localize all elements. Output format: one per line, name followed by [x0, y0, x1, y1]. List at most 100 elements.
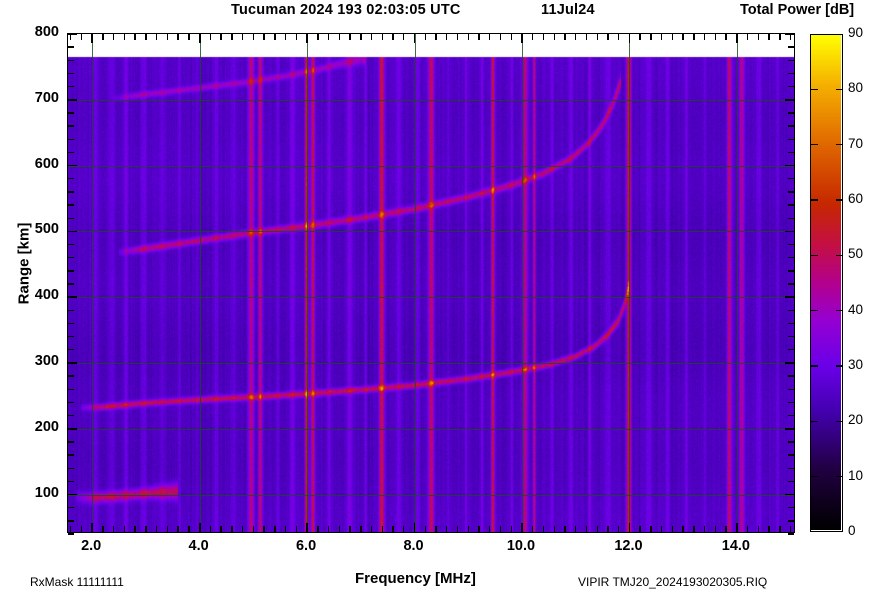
gridline-h-500 [68, 231, 794, 233]
y-tick [68, 217, 74, 219]
x-tick [209, 526, 212, 532]
x-tick [317, 34, 319, 40]
x-tick [424, 34, 426, 40]
x-tick-label-12.0: 12.0 [614, 538, 643, 554]
x-tick [413, 34, 416, 43]
colorbar-tick-label-10: 10 [848, 467, 864, 483]
x-tick-label-10.0: 10.0 [506, 538, 536, 554]
x-tick [596, 526, 598, 532]
x-tick [542, 34, 545, 40]
x-tick [553, 526, 555, 532]
x-tick [757, 526, 760, 532]
y-tick [68, 138, 74, 140]
rxmask-label: RxMask 11111111 [30, 575, 124, 589]
x-tick [69, 34, 72, 40]
y-tick [68, 243, 74, 246]
x-tick [542, 526, 545, 532]
x-tick [693, 34, 695, 40]
x-tick [435, 34, 437, 40]
x-tick [703, 34, 706, 40]
x-tick [564, 526, 566, 532]
x-tick [639, 526, 641, 532]
x-tick [166, 526, 169, 532]
y-tick [68, 362, 77, 364]
colorbar-tick [811, 475, 818, 478]
y-tick [788, 217, 794, 219]
x-tick [596, 34, 598, 40]
y-tick [788, 283, 794, 285]
x-tick [446, 34, 448, 40]
x-tick [628, 34, 631, 43]
ionogram-plot [67, 33, 795, 535]
x-tick [274, 526, 276, 532]
x-tick [489, 34, 491, 40]
x-tick [671, 526, 674, 532]
x-tick [392, 526, 394, 532]
x-tick [768, 34, 770, 40]
x-tick [241, 526, 244, 532]
y-tick [788, 414, 794, 417]
x-tick [585, 526, 588, 532]
x-tick [650, 526, 652, 532]
x-tick [241, 34, 244, 40]
y-tick [68, 151, 74, 154]
y-tick [68, 178, 74, 180]
x-tick [725, 34, 727, 40]
y-tick [788, 467, 794, 469]
y-tick [788, 335, 794, 338]
x-tick [435, 526, 437, 532]
x-tick [607, 526, 609, 532]
x-tick [403, 34, 405, 40]
x-tick [188, 34, 190, 40]
x-tick [370, 34, 373, 40]
y-tick [68, 72, 74, 75]
gridline-h-700 [68, 99, 794, 101]
y-tick [788, 375, 794, 377]
y-tick [788, 480, 794, 483]
y-tick [68, 335, 74, 338]
y-tick [788, 204, 794, 206]
x-tick [263, 526, 265, 532]
x-tick [317, 526, 319, 532]
y-tick [68, 467, 74, 469]
gridline-v-8.0 [414, 34, 416, 532]
x-tick [231, 526, 233, 532]
y-tick [788, 454, 794, 456]
x-tick [231, 34, 233, 40]
x-tick [360, 34, 362, 40]
colorbar-tick [811, 88, 818, 91]
y-tick [68, 164, 77, 167]
gridline-h-400 [68, 297, 794, 299]
x-tick [489, 526, 491, 532]
y-tick [68, 33, 77, 35]
x-tick [381, 526, 383, 532]
y-tick-label-400: 400 [34, 287, 59, 304]
gridline-v-2.0 [92, 34, 94, 532]
ionogram-image [68, 34, 794, 532]
gridline-h-100 [68, 494, 794, 496]
x-tick [639, 34, 641, 40]
x-tick [102, 526, 104, 532]
x-tick [618, 526, 620, 532]
x-tick [91, 523, 94, 532]
y-tick [788, 85, 794, 88]
x-tick [112, 526, 115, 532]
x-tick [252, 34, 255, 40]
x-tick [338, 526, 340, 532]
y-tick [788, 506, 794, 509]
x-tick [789, 34, 792, 40]
y-tick [785, 99, 794, 101]
colorbar-title: Total Power [dB] [740, 2, 855, 18]
x-tick [252, 526, 255, 532]
y-tick [68, 401, 74, 404]
colorbar-gradient [811, 35, 841, 530]
observation-date: 11Jul24 [541, 2, 595, 18]
y-tick [788, 138, 794, 140]
y-tick [68, 125, 74, 127]
y-tick-label-600: 600 [34, 155, 59, 172]
y-tick [68, 99, 77, 101]
colorbar-tick-label-60: 60 [848, 191, 864, 206]
y-tick [68, 270, 74, 272]
file-info-label: VIPIR TMJ20_2024193020305.RIQ [578, 575, 768, 589]
x-tick-label-6.0: 6.0 [295, 538, 317, 554]
